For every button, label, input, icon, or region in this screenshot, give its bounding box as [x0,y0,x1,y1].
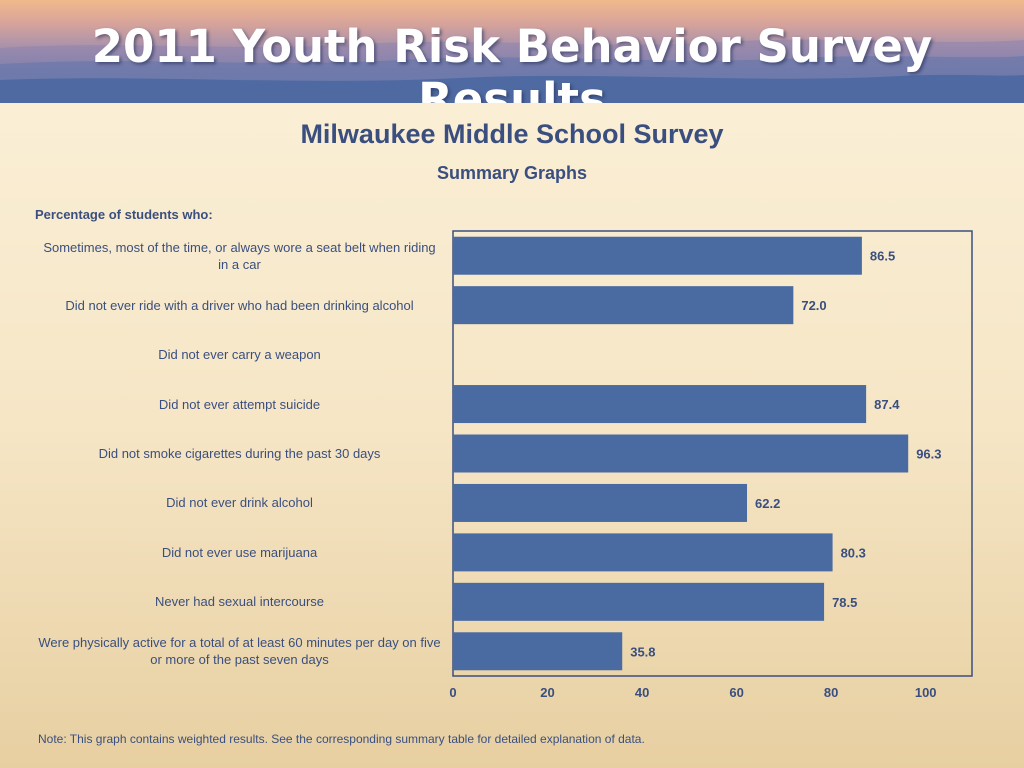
bar [453,286,794,325]
x-tick-label: 0 [449,685,456,700]
data-label: 86.5 [870,249,895,264]
bar [453,236,862,275]
data-label: 80.3 [841,545,866,560]
banner-title: 2011 Youth Risk Behavior Survey Results [91,20,933,103]
x-tick-label: 60 [729,685,743,700]
x-tick-label: 100 [915,685,937,700]
category-label: Never had sexual intercourse [154,594,325,610]
category-label: Did not ever carry a weapon [158,347,321,363]
bar [453,483,748,522]
page-title: Milwaukee Middle School Survey [300,119,724,149]
bar [453,434,909,473]
bar [453,632,623,671]
category-label: Were physically active for a total of at… [38,635,441,668]
category-label: Did not ever attempt suicide [158,396,321,412]
x-tick-label: 80 [824,685,838,700]
category-label: Did not ever drink alcohol [166,495,313,511]
x-tick-label: 20 [540,685,554,700]
category-label: Sometimes, most of the time, or always w… [43,239,436,272]
category-label: Did not ever ride with a driver who had … [65,297,414,313]
data-label: 78.5 [832,595,857,610]
footnote: Note: This graph contains weighted resul… [38,732,645,746]
title-banner: 2011 Youth Risk Behavior Survey Results [0,0,1024,103]
data-label: 72.0 [801,298,826,313]
page-subtitle: Summary Graphs [436,163,588,183]
category-label: Did not ever use marijuana [161,544,318,560]
bar [453,582,825,621]
y-axis-label: Percentage of students who: [35,207,213,222]
data-label: 62.2 [755,496,780,511]
mountain-silhouette [0,39,1024,103]
category-label: Did not smoke cigarettes during the past… [98,446,381,461]
bar [453,533,833,572]
data-label: 96.3 [916,447,941,462]
data-label: 35.8 [630,644,655,659]
x-tick-label: 40 [635,685,649,700]
data-label: 87.4 [874,397,900,412]
bar [453,385,867,424]
